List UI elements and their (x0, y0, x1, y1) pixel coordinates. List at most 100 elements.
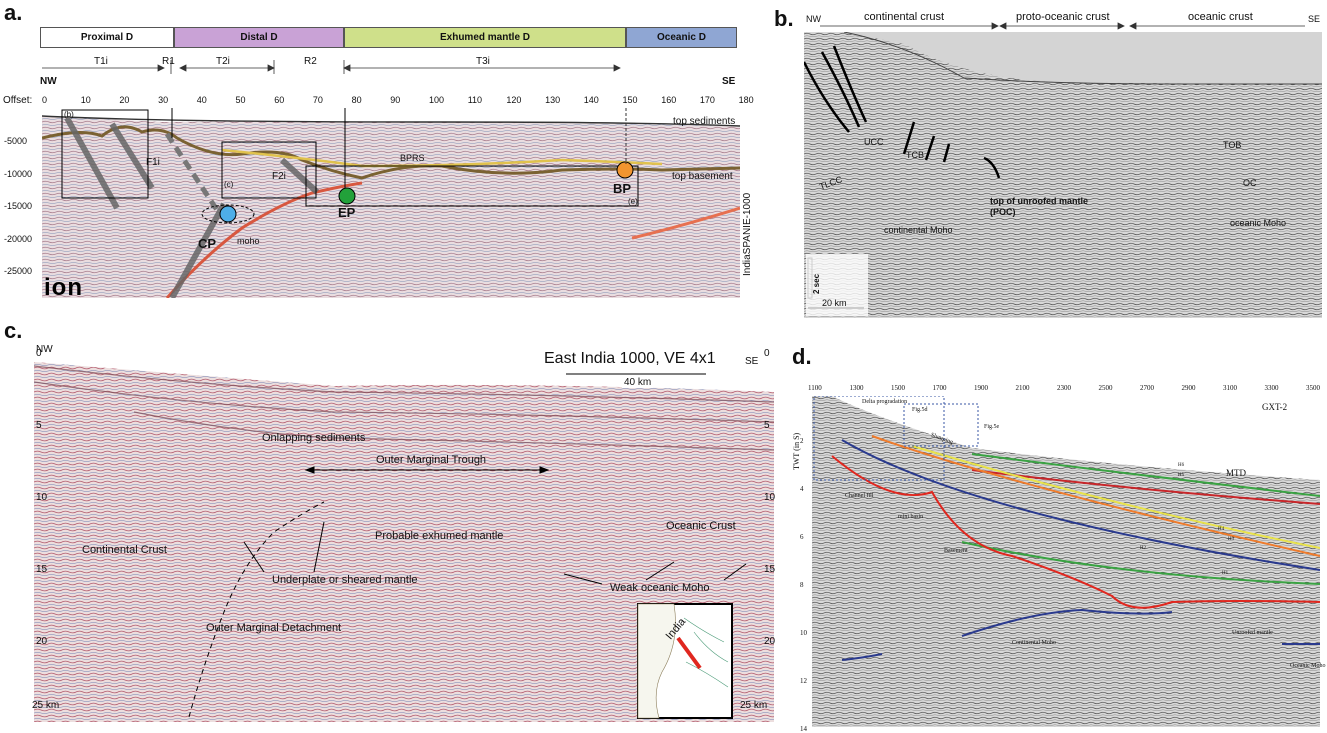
d-x-tick: 3100 (1223, 384, 1237, 392)
depth-tick-right: 15 (764, 564, 776, 575)
domain-distal: Distal D (174, 27, 344, 48)
d-x-tick: 2500 (1098, 384, 1113, 392)
depth-tick: -10000 (4, 168, 33, 179)
depth-tick-left: 10 (36, 492, 48, 503)
depth-tick-right: 5 (764, 420, 770, 431)
label-fig5d: Fig.5d (912, 407, 928, 413)
d-x-tick: 2900 (1181, 384, 1196, 392)
interval-t3i: T3i (476, 56, 490, 67)
label-unroofed: Unroofed mantle (1232, 630, 1273, 636)
offset-tick: 130 (545, 95, 561, 105)
offset-tick: 150 (622, 95, 638, 105)
depth-tick: -5000 (4, 136, 28, 146)
label-box-e: (e) (628, 197, 638, 206)
label-weak-moho: Weak oceanic Moho (610, 582, 710, 594)
label-oceanic-moho-b: oceanic Moho (1230, 218, 1287, 228)
label-tcb: TCB (906, 150, 924, 160)
label-tob: TOB (1223, 140, 1242, 150)
panel-c-nw: NW (36, 344, 53, 355)
label-probable-mantle: Probable exhumed mantle (375, 530, 504, 542)
label-moho: moho (237, 236, 260, 246)
panel-c-se: SE (745, 356, 759, 367)
label-underplate: Underplate or sheared mantle (272, 574, 418, 586)
panel-a-se: SE (722, 76, 736, 87)
depth-tick-right: 0 (764, 348, 770, 359)
depth-tick-right: 25 km (740, 700, 768, 711)
label-cp: CP (198, 236, 217, 251)
label-ucc: UCC (864, 137, 884, 147)
d-x-tick: 1900 (974, 384, 988, 392)
label-continental-crust-c: Continental Crust (82, 544, 167, 556)
d-x-tick: 3500 (1306, 384, 1320, 392)
label-top-sediments: top sediments (673, 116, 736, 127)
domain-exhumed-mantle: Exhumed mantle D (344, 27, 626, 48)
label-continental-moho-b: continental Moho (884, 225, 953, 235)
d-x-tick: 3300 (1264, 384, 1279, 392)
panel-c-scale: 40 km (622, 377, 654, 388)
label-bprs: BPRS (400, 153, 425, 163)
panel-a-nw: NW (40, 76, 57, 87)
label-delta: Delta progradation (862, 399, 908, 405)
offset-tick: 140 (583, 95, 599, 105)
d-x-tick: 2700 (1140, 384, 1154, 392)
label-box-b: (b) (64, 110, 74, 119)
label-omt: Outer Marginal Trough (376, 454, 487, 466)
interval-r2: R2 (304, 56, 317, 67)
offset-tick: 100 (429, 95, 445, 105)
offset-tick: 180 (738, 95, 754, 105)
label-h4: H4 (1218, 527, 1225, 532)
d-x-tick: 1700 (932, 384, 947, 392)
panel-b-se: SE (1308, 14, 1321, 24)
crust-header-arrows (820, 22, 1305, 30)
offset-tick: 0 (42, 95, 48, 105)
label-bp: BP (613, 181, 632, 196)
interval-arrows (42, 60, 621, 74)
label-top-basement: top basement (672, 171, 733, 182)
offset-tick: 60 (274, 95, 285, 105)
label-onlapping: Onlapping sediments (262, 432, 366, 444)
interval-r1: R1 (162, 56, 175, 67)
label-h3: H3 (1228, 537, 1235, 542)
label-h5: H5 (1178, 473, 1185, 478)
seismic-section-a (42, 108, 740, 298)
depth-tick-left: 20 (36, 636, 48, 647)
offset-tick: 30 (158, 95, 169, 105)
interval-t2i: T2i (216, 56, 230, 67)
panel-d-letter: d. (792, 344, 812, 369)
depth-tick-right: 10 (764, 492, 776, 503)
seismic-section-b (804, 32, 1322, 318)
seismic-section-c (34, 342, 774, 722)
label-line-indiaspanie: IndiaSPANIE-1000 (742, 192, 753, 276)
label-top-unroofed: top of unroofed mantle (990, 196, 1088, 206)
offset-tick: 110 (467, 95, 483, 105)
offset-tick: 80 (351, 95, 362, 105)
label-continental-moho-d: Continental Moho (1012, 640, 1056, 646)
d-y-tick: 8 (800, 581, 804, 589)
panel-a-letter: a. (4, 0, 23, 25)
depth-tick-left: 5 (36, 420, 42, 431)
label-fig5e: Fig.5e (984, 424, 1000, 430)
panel-c-title: East India 1000, VE 4x1 (544, 350, 716, 367)
d-line-name: GXT-2 (1262, 402, 1288, 412)
label-mini-basin: mini basin (898, 514, 924, 520)
label-poc: (POC) (990, 207, 1016, 217)
domain-proximal: Proximal D (40, 27, 174, 48)
interval-t1i: T1i (94, 56, 108, 67)
scale-time: 2 sec (812, 273, 821, 294)
depth-tick-left: 15 (36, 564, 48, 575)
label-ep: EP (338, 205, 356, 220)
label-oceanic-crust-c: Oceanic Crust (666, 520, 736, 532)
panel-c-letter: c. (4, 318, 23, 343)
depth-tick-left: 0 (36, 348, 42, 359)
label-box-c: (c) (224, 180, 234, 189)
offset-tick: 20 (119, 95, 130, 105)
header-continental-crust: continental crust (862, 11, 947, 23)
depth-tick: -15000 (4, 201, 33, 211)
d-x-tick: 2100 (1015, 384, 1030, 392)
label-basement: Basement (944, 548, 968, 554)
label-mtd: MTD (1226, 468, 1246, 478)
label-f2i: F2i (272, 171, 286, 182)
label-h6: H6 (1178, 463, 1185, 468)
depth-tick-right: 20 (764, 636, 776, 647)
label-omd: Outer Marginal Detachment (206, 622, 342, 634)
